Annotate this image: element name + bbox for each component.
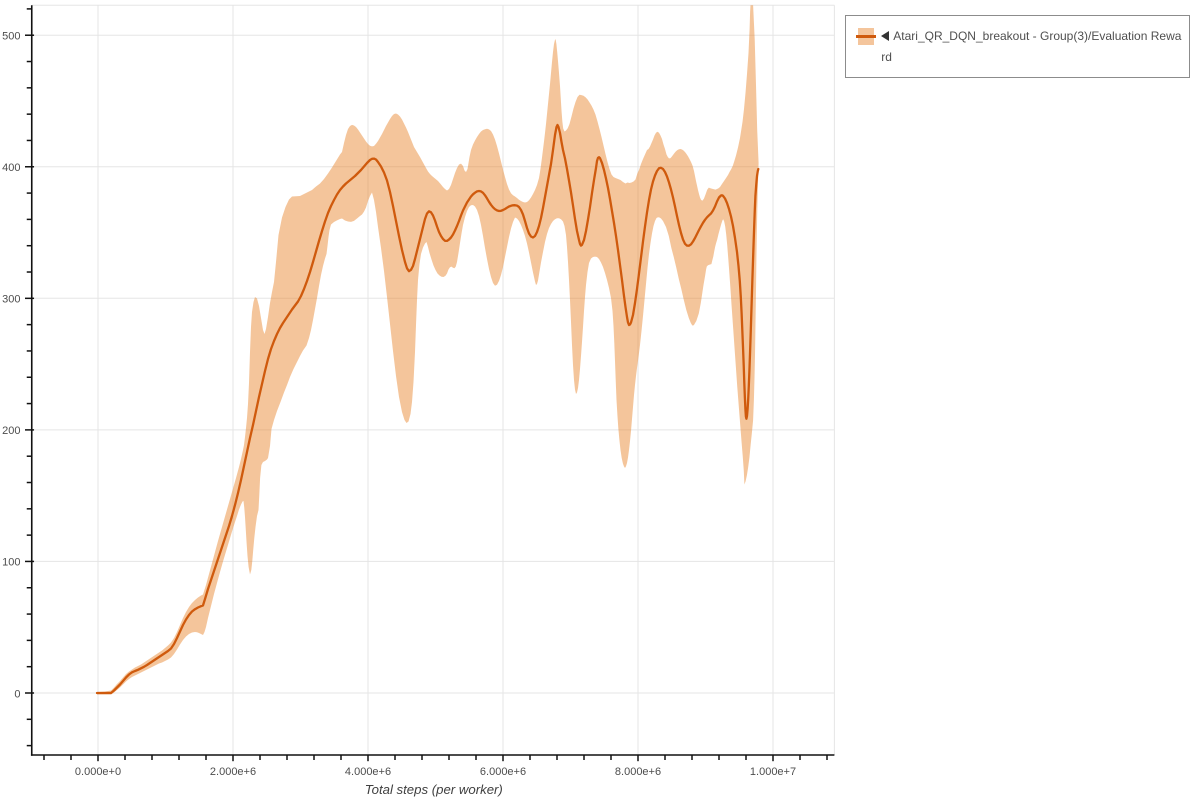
- svg-text:8.000e+6: 8.000e+6: [615, 766, 661, 778]
- svg-text:6.000e+6: 6.000e+6: [480, 766, 526, 778]
- svg-text:0.000e+0: 0.000e+0: [75, 766, 121, 778]
- svg-text:400: 400: [2, 162, 20, 174]
- svg-text:500: 500: [2, 31, 20, 43]
- svg-text:Total steps (per worker): Total steps (per worker): [365, 782, 503, 797]
- svg-text:4.000e+6: 4.000e+6: [345, 766, 391, 778]
- svg-text:2.000e+6: 2.000e+6: [210, 766, 256, 778]
- svg-text:0: 0: [14, 688, 20, 700]
- svg-text:100: 100: [2, 557, 20, 569]
- svg-text:300: 300: [2, 294, 20, 306]
- svg-text:200: 200: [2, 425, 20, 437]
- svg-text:1.000e+7: 1.000e+7: [750, 766, 796, 778]
